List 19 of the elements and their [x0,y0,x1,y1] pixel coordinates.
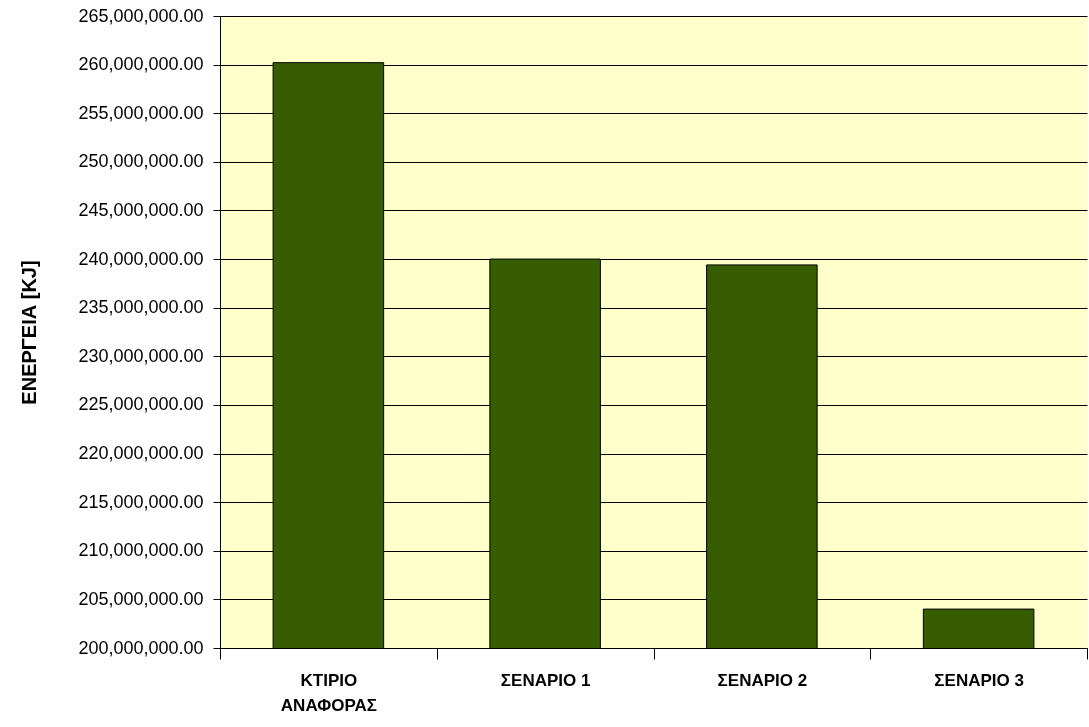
x-tick-label: ΚΤΙΡΙΟ ΑΝΑΦΟΡΑΣ [280,670,377,715]
y-tick-label: 230,000,000.00 [78,345,204,366]
x-tick-label: ΣΕΝΑΡΙΟ 3 [934,670,1024,690]
y-tick-label: 225,000,000.00 [78,394,204,415]
x-tick-label: ΣΕΝΑΡΙΟ 1 [500,670,591,690]
y-tick-label: 235,000,000.00 [78,297,204,318]
y-tick-label: 250,000,000.00 [78,151,204,172]
y-tick-label: 265,000,000.00 [78,5,204,26]
y-axis-title: ΕΝΕΡΓΕΙΑ [KJ] [18,260,41,405]
x-tick-label: ΣΕΝΑΡΙΟ 2 [717,670,808,690]
y-tick-label: 200,000,000.00 [78,637,204,658]
y-tick-label: 215,000,000.00 [78,491,204,512]
y-tick-label: 260,000,000.00 [78,54,204,75]
y-tick-label: 240,000,000.00 [78,248,204,269]
y-tick-label: 220,000,000.00 [78,443,204,464]
y-tick-label: 210,000,000.00 [78,540,204,561]
y-tick-label: 205,000,000.00 [78,588,204,609]
y-tick-label: 255,000,000.00 [78,102,204,123]
y-tick-label: 245,000,000.00 [78,199,204,220]
